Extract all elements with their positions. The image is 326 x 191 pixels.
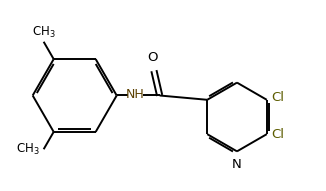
Text: NH: NH bbox=[126, 88, 144, 101]
Text: CH$_3$: CH$_3$ bbox=[16, 142, 40, 157]
Text: Cl: Cl bbox=[272, 128, 285, 141]
Text: O: O bbox=[147, 51, 158, 65]
Text: CH$_3$: CH$_3$ bbox=[32, 25, 55, 40]
Text: N: N bbox=[232, 158, 242, 171]
Text: Cl: Cl bbox=[272, 91, 285, 104]
